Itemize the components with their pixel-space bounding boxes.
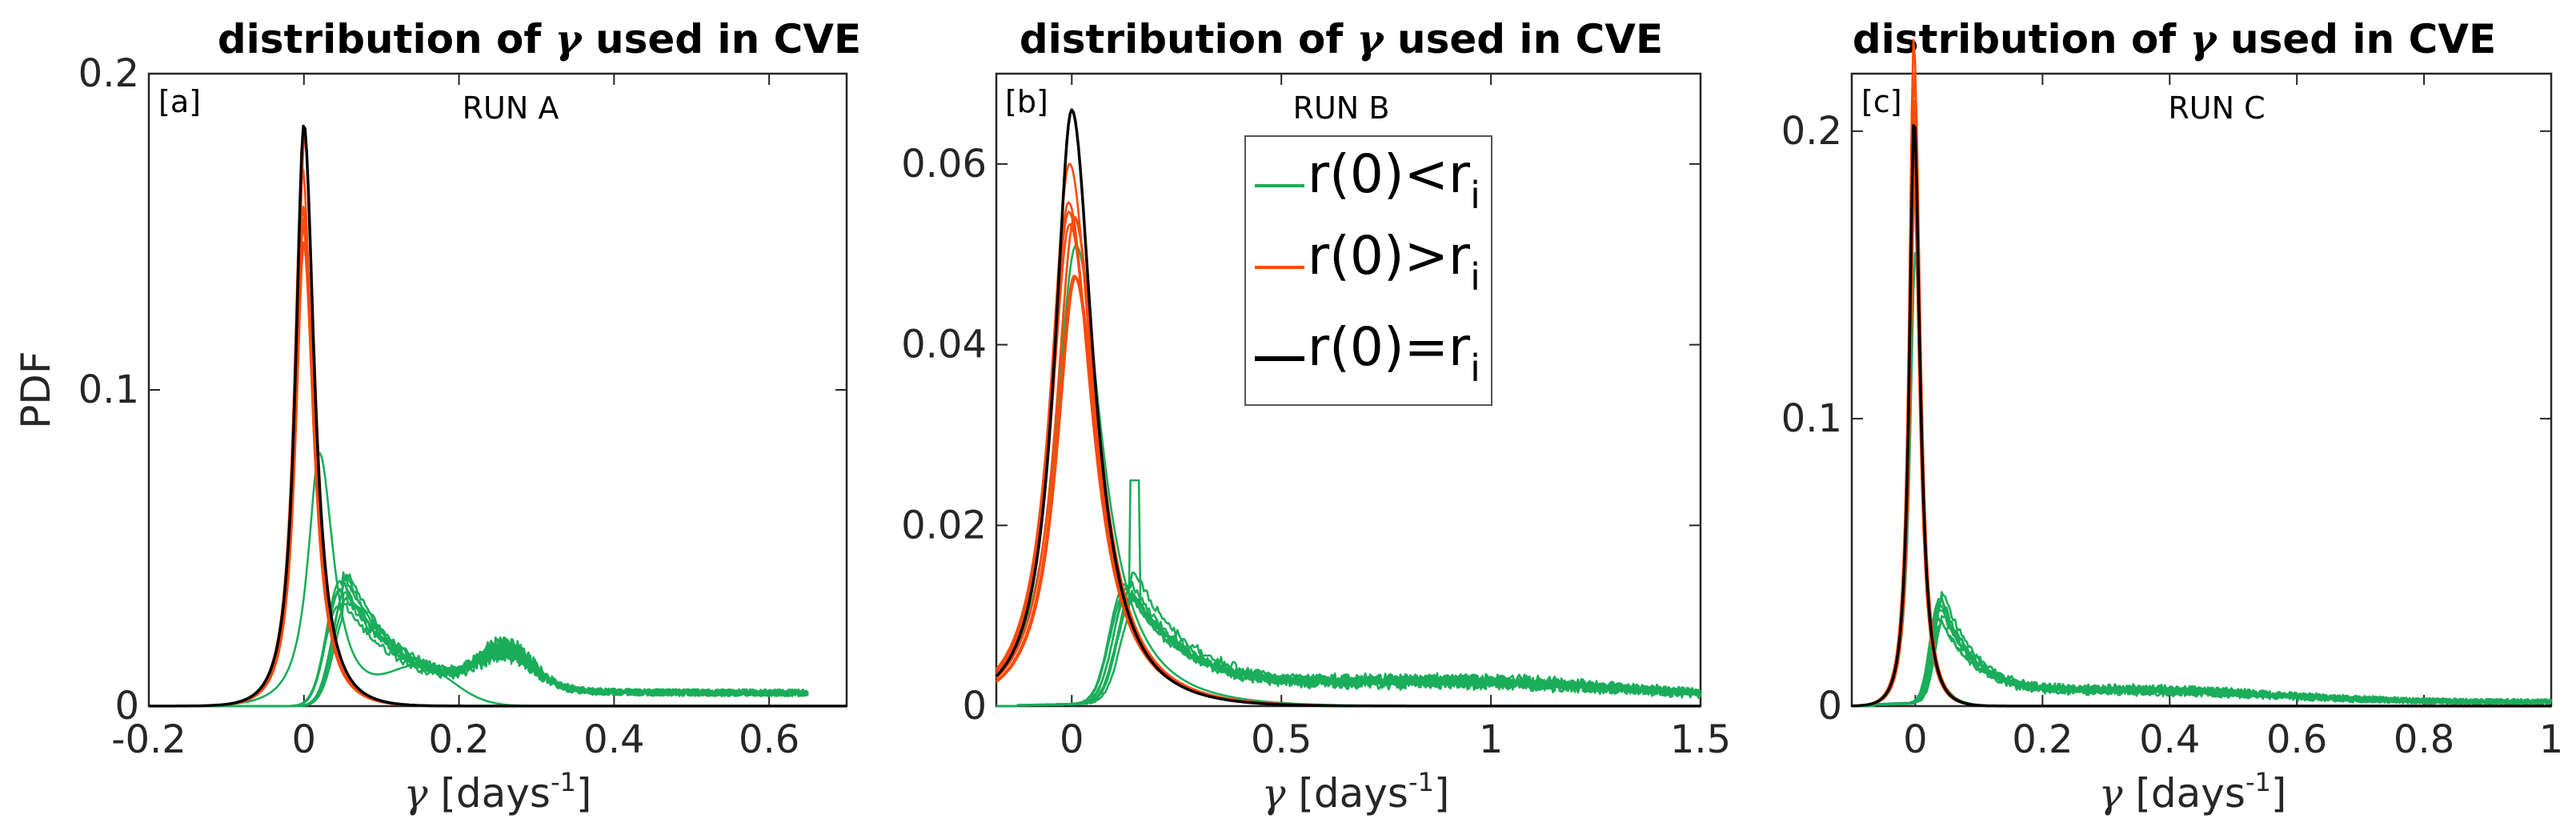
chart-c-xlabel: γ [days-1]	[2099, 767, 2287, 817]
legend-entry-black: r(0)=ri	[1255, 316, 1480, 390]
x-tick-label: 0	[1903, 717, 1928, 762]
chart-b-xlabel: γ [days-1]	[1262, 767, 1450, 817]
x-tick-label: 0.4	[583, 717, 644, 762]
y-tick-label: 0.2	[1781, 109, 1842, 154]
chart-c-plot-area	[1850, 72, 2553, 708]
chart-c-title: distribution of γ used in CVE	[1853, 15, 2496, 62]
chart-a: distribution of γ used in CVE -0.2 0 0.2 0.…	[13, 15, 861, 817]
y-tick-label: 0	[1817, 684, 1842, 729]
x-tick-label: 0.5	[1251, 717, 1312, 762]
x-tick-label: 1	[1479, 717, 1504, 762]
chart-c-run-label: RUN C	[2168, 90, 2265, 126]
series-line-green	[996, 595, 1701, 707]
x-tick-label: -0.2	[111, 717, 186, 762]
y-tick-label: 0.2	[78, 51, 139, 96]
legend-label-green: r(0)<ri	[1308, 143, 1480, 217]
series-line-black	[996, 110, 1701, 706]
chart-c-panel-label: [c]	[1861, 84, 1902, 119]
legend: r(0)<ri r(0)>ri r(0)=ri	[1244, 135, 1492, 406]
chart-a-panel-label: [a]	[158, 84, 201, 119]
x-tick-label: 0.2	[2012, 717, 2073, 762]
x-tick-label: 0.2	[428, 717, 489, 762]
chart-a-ticks: -0.2 0 0.2 0.4 0.600.10.2	[78, 51, 847, 762]
series-line-green	[996, 593, 1701, 706]
chart-b-run-label: RUN B	[1293, 90, 1390, 126]
x-tick-label: 0.6	[2266, 717, 2327, 762]
y-tick-label: 0	[114, 684, 139, 729]
x-tick-label: 1	[2539, 717, 2564, 762]
y-tick-label: 0.1	[78, 367, 139, 412]
x-tick-label: 1.5	[1670, 717, 1731, 762]
series-line-green	[149, 598, 808, 707]
chart-a-title: distribution of γ used in CVE	[218, 15, 861, 62]
chart-b-panel-label: [b]	[1005, 84, 1048, 119]
legend-entry-orange: r(0)>ri	[1255, 225, 1480, 299]
chart-c-ticks: 0 0.2 0.4 0.6 0.8 1 0 0.1 0.2	[1781, 74, 2564, 762]
series-line-black	[1852, 126, 2551, 706]
y-tick-label: 0.1	[1781, 396, 1842, 441]
y-tick-label: 0	[962, 684, 987, 729]
x-tick-label: 0.4	[2139, 717, 2200, 762]
x-tick-label: 0	[1060, 717, 1084, 762]
y-tick-label: 0.06	[901, 142, 987, 187]
legend-label-black: r(0)=ri	[1308, 316, 1480, 390]
chart-a-series	[149, 126, 847, 706]
chart-b-ticks: 0 0.5 1 1.5 0 0.02 0.04 0.06	[901, 74, 1731, 762]
x-tick-label: 0.6	[739, 717, 799, 762]
chart-a-xlabel: γ [days-1]	[404, 767, 592, 817]
chart-c: distribution of γ used in CVE 0 0.2 0.4 0.6…	[1781, 15, 2564, 817]
chart-b: distribution of γ used in CVE 0 0.5 1 1.500…	[901, 15, 1731, 817]
chart-b-title: distribution of γ used in CVE	[1020, 15, 1663, 62]
y-tick-label: 0.02	[901, 503, 987, 548]
chart-a-ylabel: PDF	[13, 351, 59, 428]
legend-entry-green: r(0)<ri	[1255, 143, 1480, 217]
chart-a-plot-area	[147, 72, 848, 708]
chart-a-run-label: RUN A	[463, 90, 559, 126]
series-line-green	[1852, 597, 2551, 707]
series-line-black	[149, 126, 847, 706]
x-tick-label: 0	[292, 717, 317, 762]
y-tick-label: 0.04	[901, 323, 987, 367]
x-tick-label: 0.8	[2394, 717, 2454, 762]
legend-label-orange: r(0)>ri	[1308, 225, 1480, 299]
chart-c-series	[1852, 40, 2551, 706]
chart-b-series	[996, 110, 1701, 706]
